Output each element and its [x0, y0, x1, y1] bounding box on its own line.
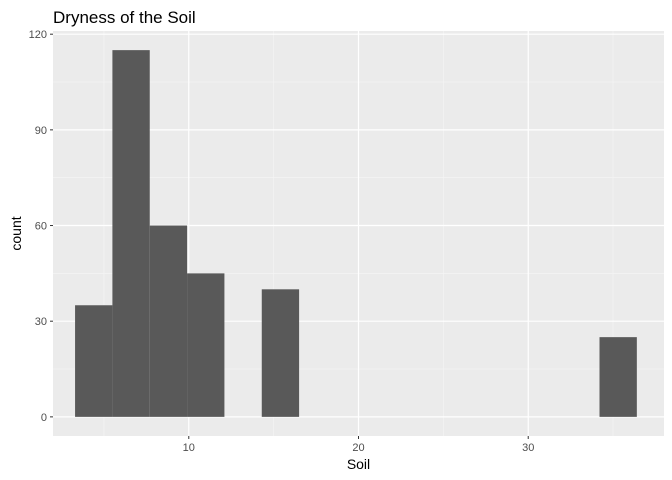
y-tick-label: 30	[35, 316, 47, 328]
histogram-bar	[75, 305, 113, 417]
y-axis-title: count	[8, 216, 24, 250]
x-tick-label: 10	[183, 442, 195, 454]
y-axis: 0 30 60 90 120	[29, 29, 53, 424]
histogram-bar	[149, 225, 188, 417]
histogram-bar	[187, 273, 225, 417]
histogram-bar	[599, 337, 637, 417]
histogram-bar	[261, 289, 300, 417]
x-axis-title: Soil	[347, 456, 370, 472]
chart-title: Dryness of the Soil	[53, 8, 196, 27]
major-gridlines	[53, 31, 664, 436]
y-tick-label: 90	[35, 125, 47, 137]
x-tick-label: 20	[352, 442, 364, 454]
y-tick-label: 120	[29, 29, 47, 41]
y-tick-label: 60	[35, 221, 47, 233]
y-tick-label: 0	[41, 412, 47, 424]
histogram-bar	[112, 50, 150, 417]
histogram-bars	[75, 50, 637, 417]
x-tick-label: 30	[522, 442, 534, 454]
x-axis: 10 20 30	[183, 436, 534, 454]
